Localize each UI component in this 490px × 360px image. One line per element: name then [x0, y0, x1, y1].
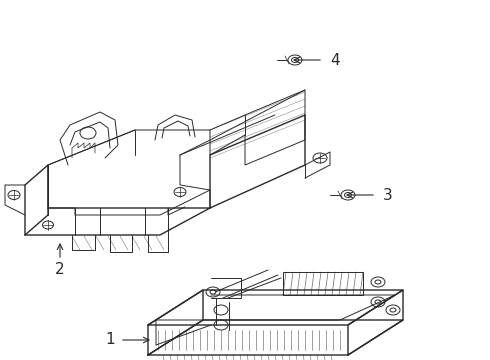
Text: 1: 1: [105, 333, 115, 347]
Text: 4: 4: [330, 53, 340, 68]
Text: 3: 3: [383, 188, 393, 202]
Text: 2: 2: [55, 262, 65, 278]
